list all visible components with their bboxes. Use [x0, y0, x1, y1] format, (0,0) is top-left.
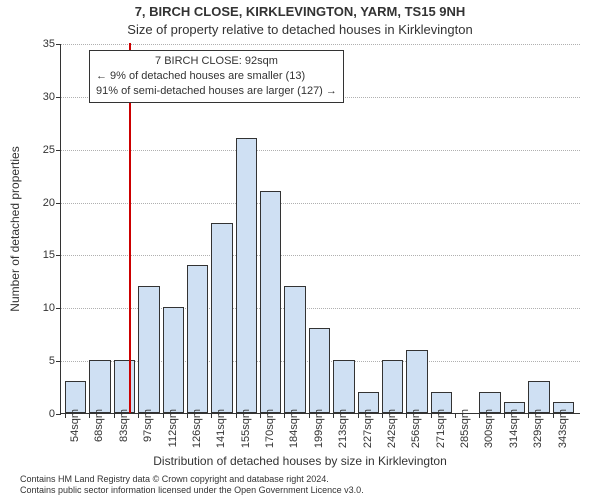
x-tick — [163, 413, 164, 418]
x-tick — [358, 413, 359, 418]
y-tick-label: 10 — [27, 302, 55, 314]
histogram-bar — [211, 223, 232, 413]
y-tick-label: 15 — [27, 249, 55, 261]
histogram-bar — [236, 138, 257, 413]
y-tick — [56, 414, 61, 415]
x-tick — [65, 413, 66, 418]
x-tick — [382, 413, 383, 418]
y-tick-label: 25 — [27, 144, 55, 156]
footer-attribution: Contains HM Land Registry data © Crown c… — [20, 474, 364, 496]
x-axis-label: Distribution of detached houses by size … — [0, 454, 600, 468]
annotation-line: ← 9% of detached houses are smaller (13) — [96, 69, 337, 84]
x-tick-label: 256sqm — [410, 409, 422, 448]
x-tick-label: 97sqm — [142, 409, 154, 442]
y-tick-label: 30 — [27, 91, 55, 103]
x-tick — [309, 413, 310, 418]
plot-area: 0510152025303554sqm68sqm83sqm97sqm112sqm… — [60, 44, 580, 414]
chart-subtitle: Size of property relative to detached ho… — [0, 22, 600, 37]
histogram-bar — [163, 307, 184, 413]
annotation-line: 91% of semi-detached houses are larger (… — [96, 84, 337, 99]
x-tick-label: 242sqm — [386, 409, 398, 448]
x-tick-label: 170sqm — [264, 409, 276, 448]
x-tick — [260, 413, 261, 418]
grid-line — [61, 44, 580, 45]
x-tick — [455, 413, 456, 418]
x-tick-label: 184sqm — [288, 409, 300, 448]
y-tick — [56, 44, 61, 45]
x-tick-label: 329sqm — [532, 409, 544, 448]
x-tick-label: 285sqm — [459, 409, 471, 448]
x-tick-label: 126sqm — [191, 409, 203, 448]
x-tick-label: 83sqm — [118, 409, 130, 442]
x-tick — [504, 413, 505, 418]
x-tick-label: 199sqm — [313, 409, 325, 448]
x-tick — [553, 413, 554, 418]
x-tick-label: 155sqm — [240, 409, 252, 448]
x-tick — [479, 413, 480, 418]
histogram-bar — [309, 328, 330, 413]
histogram-bar — [114, 360, 135, 413]
y-tick-label: 0 — [27, 408, 55, 420]
x-tick-label: 314sqm — [508, 409, 520, 448]
grid-line — [61, 255, 580, 256]
x-tick-label: 112sqm — [167, 409, 179, 447]
x-tick — [284, 413, 285, 418]
x-tick — [211, 413, 212, 418]
y-tick — [56, 150, 61, 151]
histogram-bar — [187, 265, 208, 413]
histogram-bar — [382, 360, 403, 413]
chart-container: 7, BIRCH CLOSE, KIRKLEVINGTON, YARM, TS1… — [0, 0, 600, 500]
y-tick — [56, 308, 61, 309]
x-tick-label: 54sqm — [69, 409, 81, 442]
x-tick-label: 213sqm — [337, 409, 349, 448]
x-tick-label: 271sqm — [435, 409, 447, 448]
x-tick — [89, 413, 90, 418]
y-tick — [56, 361, 61, 362]
footer-line-2: Contains public sector information licen… — [20, 485, 364, 496]
y-axis-label: Number of detached properties — [8, 146, 22, 311]
y-tick — [56, 255, 61, 256]
x-tick — [406, 413, 407, 418]
chart-title: 7, BIRCH CLOSE, KIRKLEVINGTON, YARM, TS1… — [0, 4, 600, 19]
x-tick-label: 141sqm — [215, 409, 227, 448]
x-tick — [236, 413, 237, 418]
x-tick — [528, 413, 529, 418]
footer-line-1: Contains HM Land Registry data © Crown c… — [20, 474, 364, 485]
x-tick — [114, 413, 115, 418]
x-tick-label: 227sqm — [362, 409, 374, 448]
y-tick-label: 35 — [27, 38, 55, 50]
x-tick — [138, 413, 139, 418]
x-tick — [333, 413, 334, 418]
histogram-bar — [406, 350, 427, 413]
grid-line — [61, 150, 580, 151]
x-tick-label: 343sqm — [557, 409, 569, 448]
annotation-line: 7 BIRCH CLOSE: 92sqm — [96, 54, 337, 69]
x-tick-label: 300sqm — [483, 409, 495, 448]
y-tick — [56, 203, 61, 204]
x-tick-label: 68sqm — [93, 409, 105, 442]
histogram-bar — [260, 191, 281, 413]
annotation-box: 7 BIRCH CLOSE: 92sqm← 9% of detached hou… — [89, 50, 344, 103]
x-tick — [431, 413, 432, 418]
grid-line — [61, 203, 580, 204]
histogram-bar — [284, 286, 305, 413]
y-tick — [56, 97, 61, 98]
y-tick-label: 20 — [27, 197, 55, 209]
x-tick — [187, 413, 188, 418]
histogram-bar — [333, 360, 354, 413]
histogram-bar — [138, 286, 159, 413]
y-tick-label: 5 — [27, 355, 55, 367]
histogram-bar — [89, 360, 110, 413]
